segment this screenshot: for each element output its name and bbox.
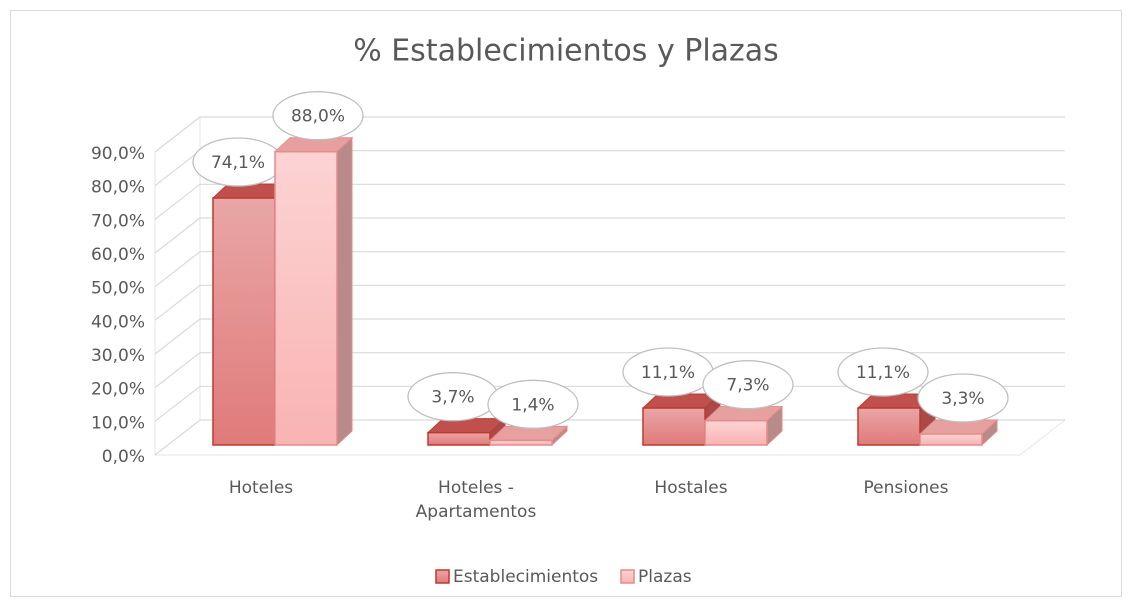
- bar: [489, 439, 553, 446]
- grid-line: [154, 284, 1065, 321]
- data-label-bubble: [837, 347, 929, 397]
- bar-group: [641, 392, 722, 447]
- y-tick-label: 70,0%: [91, 211, 145, 231]
- x-tick-label: Hoteles - Apartamentos: [415, 478, 537, 522]
- data-label: 3,3%: [941, 389, 984, 409]
- grid-line: [154, 251, 1065, 288]
- y-tick-label: 60,0%: [91, 245, 145, 265]
- grid-line: [154, 217, 1065, 254]
- bar: [642, 407, 706, 446]
- y-tick-label: 30,0%: [91, 346, 145, 366]
- bar-group: [488, 425, 569, 447]
- data-label: 11,1%: [856, 363, 910, 383]
- y-tick-label: 0,0%: [102, 447, 145, 467]
- bar-group: [273, 136, 354, 447]
- y-tick-label: 50,0%: [91, 279, 145, 299]
- data-label: 3,7%: [431, 388, 474, 408]
- floor: [155, 419, 1066, 456]
- bar: [857, 407, 921, 446]
- x-tick-label: Pensiones: [863, 478, 949, 498]
- grid-line: [154, 318, 1065, 355]
- data-label: 7,3%: [726, 376, 769, 396]
- bar-group: [918, 418, 999, 447]
- x-tick-label: Hoteles: [228, 478, 294, 498]
- data-label-bubble: [702, 360, 794, 410]
- x-tick-label: Hostales: [654, 478, 728, 498]
- legend-swatch: [620, 569, 635, 584]
- legend-swatch: [435, 569, 450, 584]
- grid-line: [154, 352, 1065, 389]
- legend-label: Establecimientos: [453, 567, 598, 587]
- data-label-bubble: [487, 379, 579, 429]
- y-tick-label: 10,0%: [91, 413, 145, 433]
- data-label-bubble: [917, 373, 1009, 423]
- chart-border: [10, 10, 1122, 597]
- data-label-bubble: [272, 91, 364, 141]
- data-label: 88,0%: [291, 107, 345, 127]
- bar: [212, 197, 276, 446]
- y-tick-label: 80,0%: [91, 178, 145, 198]
- chart-title: % Establecimientos y Plazas: [353, 34, 779, 69]
- bar: [704, 419, 768, 446]
- bar: [919, 433, 983, 446]
- bar: [427, 431, 491, 446]
- data-label: 1,4%: [511, 395, 554, 415]
- bar-group: [703, 405, 784, 447]
- y-tick-label: 90,0%: [91, 144, 145, 164]
- data-label: 74,1%: [211, 153, 265, 173]
- bar-side: [336, 136, 353, 447]
- grid-line: [154, 183, 1065, 220]
- legend-label: Plazas: [638, 567, 692, 587]
- data-label: 11,1%: [641, 363, 695, 383]
- bar: [274, 150, 338, 446]
- y-tick-label: 20,0%: [91, 380, 145, 400]
- grid-line: [154, 116, 1065, 153]
- y-tick-label: 40,0%: [91, 312, 145, 332]
